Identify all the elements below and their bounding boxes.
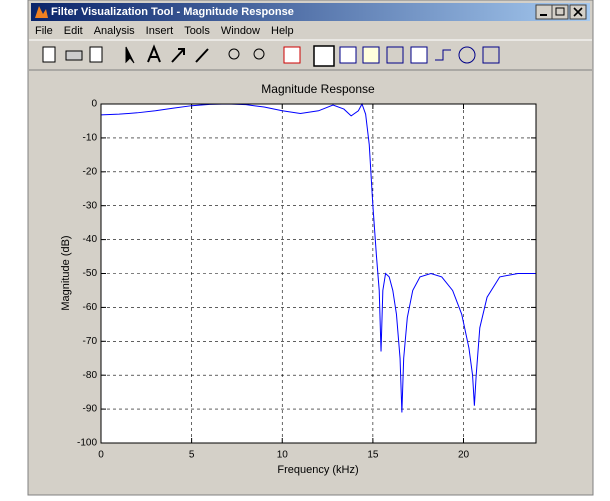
tool-new[interactable]	[42, 46, 56, 63]
menu-bar: File Edit Analysis Insert Tools Window Help	[35, 25, 294, 37]
menu-item[interactable]: Help	[271, 25, 294, 37]
tool-preview[interactable]	[89, 46, 103, 63]
chart-title: Magnitude Response	[261, 82, 375, 96]
minimize-button[interactable]	[535, 4, 553, 20]
tool-step[interactable]	[435, 49, 451, 61]
close-glyph	[573, 7, 583, 17]
tool-zoom-out[interactable]	[253, 48, 265, 60]
x-tick-label: 20	[458, 450, 470, 461]
x-tick-label: 5	[189, 450, 195, 461]
tool-legend[interactable]	[283, 46, 301, 64]
x-tick-label: 10	[277, 450, 289, 461]
tool-coefficients[interactable]	[482, 46, 500, 64]
tool-line[interactable]	[195, 48, 209, 63]
tool-arrow[interactable]	[171, 48, 185, 63]
app-icon	[35, 6, 48, 18]
menu-item[interactable]: File	[35, 25, 53, 37]
tool-print[interactable]	[65, 50, 83, 61]
menu-item[interactable]: Tools	[184, 25, 210, 37]
tool-mag-phase[interactable]	[362, 46, 380, 64]
y-tick-label: -90	[83, 404, 98, 415]
menu-item[interactable]: Analysis	[94, 25, 135, 37]
y-tick-label: -40	[83, 234, 98, 245]
maximize-glyph	[555, 7, 565, 16]
toolbar	[42, 44, 500, 67]
x-tick-label: 15	[367, 450, 379, 461]
menu-item[interactable]: Window	[221, 25, 260, 37]
tool-pole-zero[interactable]	[458, 46, 476, 64]
tool-impulse[interactable]	[410, 46, 428, 64]
y-axis-label: Magnitude (dB)	[60, 235, 72, 310]
menu-item[interactable]: Edit	[64, 25, 83, 37]
y-tick-label: -10	[83, 133, 98, 144]
data-line	[100, 102, 536, 413]
y-tick-label: -30	[83, 200, 98, 211]
maximize-button[interactable]	[551, 4, 569, 20]
title-bar	[31, 3, 590, 21]
x-axis-label: Frequency (kHz)	[277, 464, 358, 476]
y-tick-label: -50	[83, 268, 98, 279]
tool-text[interactable]	[147, 44, 161, 63]
axes-box	[100, 103, 537, 444]
tool-magnitude[interactable]	[313, 45, 335, 67]
y-tick-label: 0	[91, 99, 97, 110]
tool-group-delay[interactable]	[386, 46, 404, 64]
menu-item[interactable]: Insert	[146, 25, 174, 37]
y-tick-label: -60	[83, 302, 98, 313]
y-tick-label: -80	[83, 370, 98, 381]
x-tick-label: 0	[98, 450, 104, 461]
window-buttons	[535, 4, 587, 20]
y-tick-label: -20	[83, 166, 98, 177]
tool-phase[interactable]	[339, 46, 357, 64]
window-title: Filter Visualization Tool - Magnitude Re…	[51, 6, 294, 18]
y-tick-label: -70	[83, 336, 98, 347]
tool-select[interactable]	[125, 46, 135, 64]
axes: Magnitude Response Frequency (kHz) Magni…	[60, 82, 537, 476]
y-tick-label: -100	[77, 438, 97, 449]
tool-zoom-in[interactable]	[228, 48, 240, 60]
